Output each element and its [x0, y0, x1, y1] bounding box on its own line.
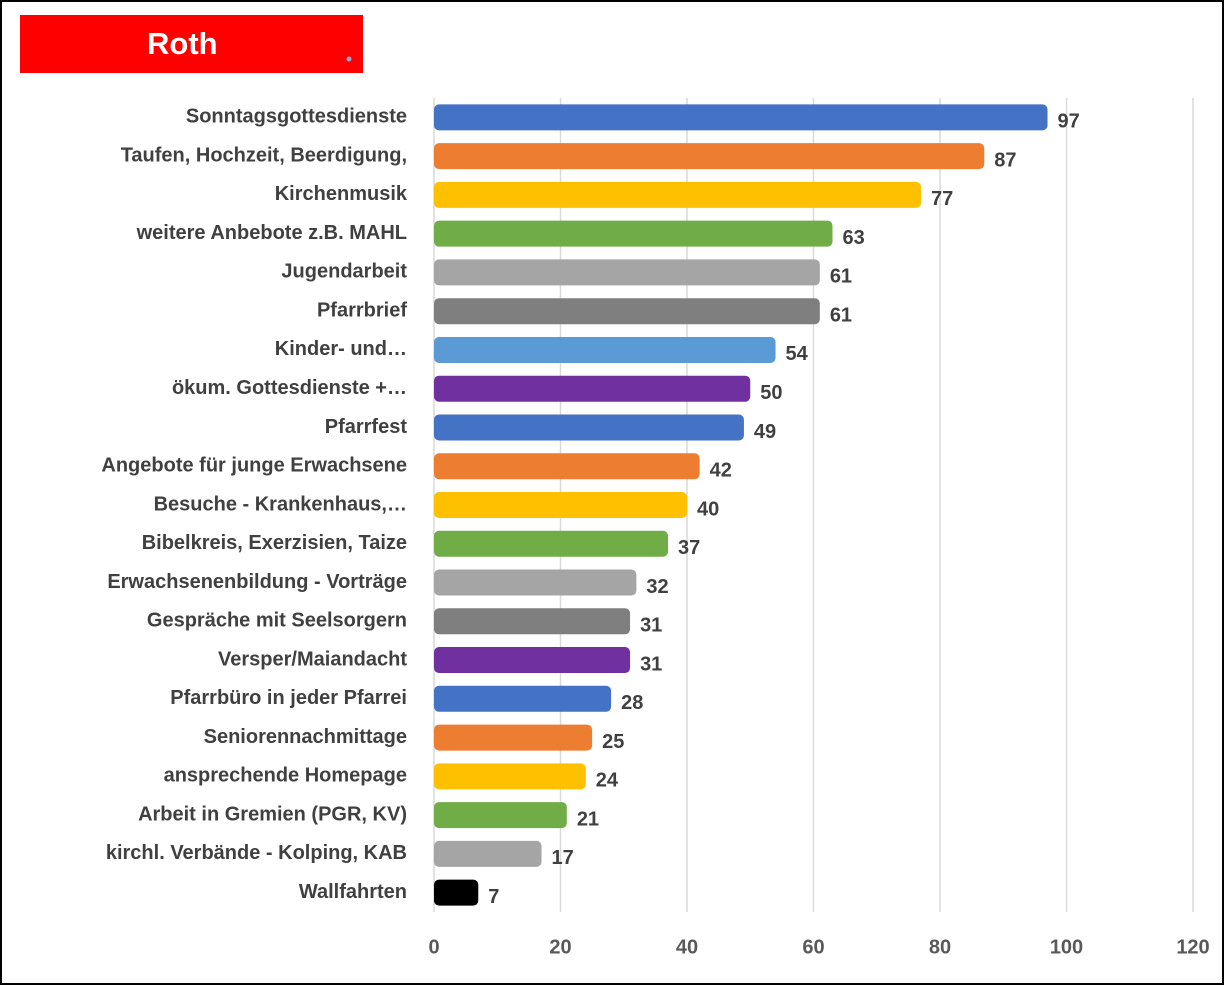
- title-dot: [346, 56, 352, 62]
- bar: [434, 802, 567, 829]
- y-tick-label: ansprechende Homepage: [164, 765, 407, 787]
- data-label: 32: [646, 576, 668, 598]
- bar: [434, 298, 820, 325]
- x-tick-label: 0: [428, 936, 439, 958]
- y-tick-label: Angebote für junge Erwachsene: [101, 455, 407, 477]
- bar: [434, 608, 631, 635]
- x-tick-label: 80: [929, 936, 951, 958]
- bar: [434, 879, 479, 906]
- y-tick-label: Bibelkreis, Exerzisien, Taize: [142, 532, 407, 554]
- y-tick-label: Seniorennachmittage: [204, 726, 407, 748]
- x-tick-label: 100: [1050, 936, 1083, 958]
- y-tick-label: Erwachsenenbildung - Vorträge: [107, 571, 407, 593]
- data-label: 31: [640, 615, 662, 637]
- data-label: 54: [786, 343, 809, 365]
- data-label: 17: [552, 847, 574, 869]
- y-tick-label: Arbeit in Gremien (PGR, KV): [138, 803, 407, 825]
- y-tick-label: kirchl. Verbände - Kolping, KAB: [106, 842, 407, 864]
- chart-title: Roth: [147, 26, 218, 61]
- y-tick-label: Jugendarbeit: [281, 261, 407, 283]
- bar: [434, 375, 751, 402]
- bar: [434, 530, 669, 557]
- y-tick-label: weitere Anbebote z.B. MAHL: [136, 222, 407, 244]
- data-label: 87: [994, 149, 1016, 171]
- x-tick-label: 20: [549, 936, 571, 958]
- data-label: 25: [602, 731, 624, 753]
- bar: [434, 181, 922, 208]
- bar: [434, 220, 833, 247]
- y-tick-label: Besuche - Krankenhaus,…: [154, 493, 407, 515]
- bar: [434, 492, 687, 518]
- data-label: 61: [830, 304, 852, 326]
- y-tick-label: Taufen, Hochzeit, Beerdigung,: [121, 144, 407, 166]
- bar: [434, 763, 586, 790]
- y-tick-label: Pfarrbrief: [317, 299, 407, 321]
- bar: [434, 414, 744, 441]
- data-label: 28: [621, 692, 643, 714]
- y-tick-label: Versper/Maiandacht: [218, 648, 407, 670]
- data-label: 40: [697, 498, 719, 520]
- y-tick-label: ökum. Gottesdienste +…: [172, 377, 407, 399]
- data-label: 49: [754, 421, 776, 443]
- y-tick-label: Gespräche mit Seelsorgern: [147, 610, 407, 632]
- bar: [434, 569, 637, 596]
- bar: [434, 336, 776, 363]
- bar: [434, 143, 985, 170]
- data-label: 61: [830, 266, 852, 288]
- y-tick-label: Pfarrbüro in jeder Pfarrei: [170, 687, 407, 709]
- data-label: 7: [488, 886, 499, 908]
- bar: [434, 685, 612, 712]
- y-tick-label: Wallfahrten: [299, 881, 407, 903]
- bar: [434, 840, 542, 867]
- data-label: 21: [577, 808, 599, 830]
- x-tick-label: 40: [676, 936, 698, 958]
- bar: [434, 104, 1048, 131]
- y-tick-label: Sonntagsgottesdienste: [186, 106, 407, 128]
- data-label: 42: [710, 460, 732, 482]
- data-label: 24: [596, 770, 619, 792]
- data-label: 63: [842, 227, 864, 249]
- data-label: 97: [1058, 111, 1080, 133]
- title-box: [20, 15, 363, 73]
- y-tick-label: Kinder- und…: [275, 338, 407, 360]
- bar: [434, 647, 631, 674]
- data-label: 37: [678, 537, 700, 559]
- bar: [434, 724, 593, 751]
- bar: [434, 453, 700, 480]
- data-label: 31: [640, 653, 662, 675]
- data-label: 77: [931, 188, 953, 210]
- data-label: 50: [760, 382, 782, 404]
- bar: [434, 259, 820, 286]
- y-tick-label: Kirchenmusik: [275, 183, 408, 205]
- y-tick-label: Pfarrfest: [325, 416, 408, 438]
- x-tick-label: 60: [802, 936, 824, 958]
- x-tick-label: 120: [1176, 936, 1209, 958]
